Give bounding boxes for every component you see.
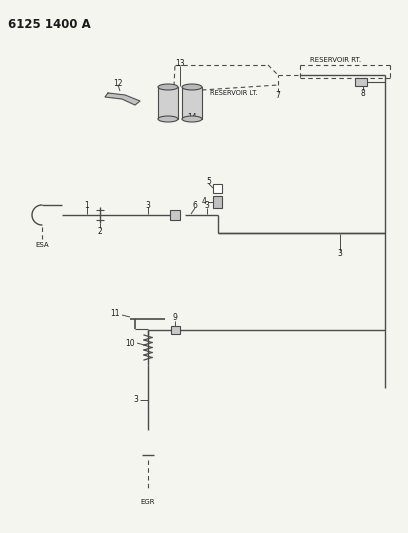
Text: 3: 3 <box>337 248 342 257</box>
Text: 3: 3 <box>133 395 138 405</box>
Text: 5: 5 <box>206 176 211 185</box>
Text: 9: 9 <box>173 313 177 322</box>
Text: 6: 6 <box>193 200 197 209</box>
Bar <box>170 210 180 220</box>
Text: 7: 7 <box>275 91 280 100</box>
Text: RESERVOIR RT.: RESERVOIR RT. <box>310 57 361 63</box>
Bar <box>171 326 180 334</box>
Text: RESERVOIR LT.: RESERVOIR LT. <box>210 90 258 96</box>
Text: 13: 13 <box>175 60 185 69</box>
Text: 3: 3 <box>146 200 151 209</box>
Bar <box>158 87 178 119</box>
Ellipse shape <box>158 116 178 122</box>
Text: 10: 10 <box>125 338 135 348</box>
Ellipse shape <box>182 84 202 90</box>
Ellipse shape <box>158 84 178 90</box>
Ellipse shape <box>182 116 202 122</box>
Text: EGR: EGR <box>141 499 155 505</box>
Bar <box>355 78 367 86</box>
Text: 12: 12 <box>113 78 123 87</box>
Text: 3: 3 <box>204 200 209 209</box>
Text: 6125 1400 A: 6125 1400 A <box>8 19 91 31</box>
Text: 4: 4 <box>202 198 207 206</box>
Text: 8: 8 <box>361 90 366 99</box>
Bar <box>182 87 202 119</box>
Polygon shape <box>105 93 140 105</box>
Text: 14: 14 <box>187 114 197 123</box>
Bar <box>213 184 222 193</box>
Text: ESA: ESA <box>35 242 49 248</box>
Text: 1: 1 <box>84 200 89 209</box>
Text: 2: 2 <box>98 227 102 236</box>
Text: 11: 11 <box>111 309 120 318</box>
Bar <box>213 196 222 208</box>
